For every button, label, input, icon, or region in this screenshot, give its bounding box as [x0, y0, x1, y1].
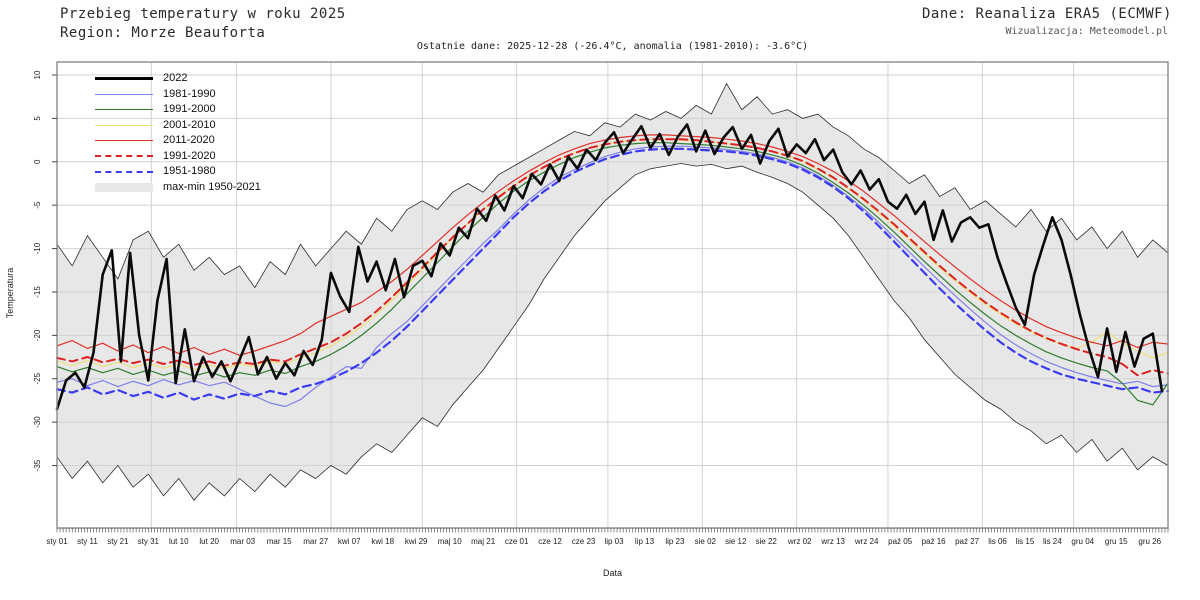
legend-swatch-solid: [95, 93, 153, 95]
y-tick-label: 0: [33, 159, 42, 164]
x-tick-label: lip 13: [635, 537, 655, 546]
region-subtitle: Region: Morze Beauforta: [60, 25, 266, 41]
x-tick-label: gru 15: [1105, 537, 1128, 546]
series-line-2001-2010: [56, 138, 1169, 370]
legend-swatch-band: [95, 182, 153, 192]
x-tick-label: lip 23: [665, 537, 685, 546]
series-line-1951-1980: [55, 147, 1170, 401]
x-tick-label: wrz 13: [820, 537, 845, 546]
legend-swatch-dashed: [95, 155, 153, 158]
band-min-line: [56, 163, 1169, 501]
legend-item-1951-1980: 1951-1980: [95, 164, 261, 180]
x-tick-label: sie 02: [695, 537, 717, 546]
x-tick-label: sty 31: [138, 537, 160, 546]
y-tick-label: -5: [33, 201, 42, 209]
x-tick-label: lis 24: [1043, 537, 1062, 546]
chart-legend: 2022 1981-1990 1991-2000 2001-2010 2011-2020…: [95, 71, 261, 195]
x-tick-label: wrz 02: [787, 537, 812, 546]
y-tick-label: -35: [33, 459, 42, 471]
x-tick-label: wrz 24: [854, 537, 879, 546]
x-tick-label: paź 27: [955, 537, 980, 546]
x-tick-label: cze 01: [505, 537, 529, 546]
legend-swatch-solid: [95, 140, 153, 142]
x-tick-label: kwi 18: [371, 537, 394, 546]
x-tick-label: mar 15: [267, 537, 292, 546]
x-tick-label: paź 16: [922, 537, 947, 546]
x-tick-label: mar 27: [303, 537, 328, 546]
legend-swatch-dashed: [95, 170, 153, 173]
x-tick-label: sty 01: [46, 537, 68, 546]
x-tick-label: paź 05: [888, 537, 913, 546]
x-tick-label: lis 15: [1016, 537, 1035, 546]
x-tick-label: mar 03: [230, 537, 255, 546]
series-line-1991-2020: [56, 138, 1169, 377]
x-tick-label: sty 11: [77, 537, 98, 546]
y-axis-title: Temperatura: [5, 267, 15, 319]
y-tick-label: -20: [33, 329, 42, 341]
x-tick-label: sty 21: [107, 537, 129, 546]
x-tick-label: lut 20: [199, 537, 219, 546]
x-tick-label: lis 06: [988, 537, 1007, 546]
x-tick-label: gru 26: [1138, 537, 1161, 546]
y-tick-label: -10: [33, 242, 42, 254]
x-tick-label: kwi 07: [338, 537, 361, 546]
series-line-2022: [55, 123, 1164, 411]
legend-item-2011-2020: 2011-2020: [95, 133, 261, 149]
x-tick-label: sie 22: [756, 537, 778, 546]
data-source-title: Dane: Reanaliza ERA5 (ECMWF): [921, 6, 1172, 22]
x-tick-label: cze 12: [538, 537, 562, 546]
x-tick-label: lut 10: [169, 537, 189, 546]
band-max-line: [56, 82, 1169, 289]
x-tick-label: lip 03: [604, 537, 624, 546]
x-tick-label: maj 10: [438, 537, 463, 546]
legend-item-1991-2020: 1991-2020: [95, 149, 261, 165]
series-line-1991-2000: [56, 142, 1169, 406]
legend-label: 2022: [163, 72, 188, 85]
legend-swatch-solid: [95, 109, 153, 111]
max-min-band: [57, 83, 1168, 501]
legend-label: 2011-2020: [163, 134, 215, 147]
x-tick-label: maj 21: [471, 537, 496, 546]
legend-item-1981-1990: 1981-1990: [95, 87, 261, 103]
plot-frame: [56, 61, 1169, 529]
y-tick-label: -30: [33, 416, 42, 428]
legend-item-1991-2000: 1991-2000: [95, 102, 261, 118]
x-tick-label: gru 04: [1071, 537, 1094, 546]
legend-item-2022: 2022: [95, 71, 261, 87]
last-data-subtitle: Ostatnie dane: 2025-12-28 (-26.4°C, anom…: [416, 41, 809, 52]
y-tick-label: 5: [33, 116, 42, 121]
page-title: Przebieg temperatury w roku 2025: [60, 6, 346, 22]
y-tick-label: 10: [33, 70, 42, 79]
x-tick-label: sie 12: [725, 537, 747, 546]
legend-label: 2001-2010: [163, 118, 216, 131]
y-tick-label: -25: [33, 372, 42, 384]
x-tick-label: cze 23: [572, 537, 596, 546]
visualization-credit: Wizualizacja: Meteomodel.pl: [1005, 26, 1168, 37]
y-tick-label: -15: [33, 286, 42, 298]
legend-swatch-solid-thick: [95, 77, 153, 81]
legend-label: max-min 1950-2021: [163, 180, 261, 193]
series-line-1981-1990: [56, 145, 1169, 408]
legend-item-max-min-1950-2021: max-min 1950-2021: [95, 180, 261, 196]
legend-label: 1951-1980: [163, 165, 216, 178]
legend-label: 1981-1990: [163, 87, 216, 100]
legend-item-2001-2010: 2001-2010: [95, 118, 261, 134]
legend-swatch-solid: [95, 124, 153, 126]
x-axis-title: Data: [602, 568, 622, 578]
x-tick-label: kwi 29: [405, 537, 428, 546]
legend-label: 1991-2000: [163, 103, 216, 116]
legend-label: 1991-2020: [163, 149, 216, 162]
